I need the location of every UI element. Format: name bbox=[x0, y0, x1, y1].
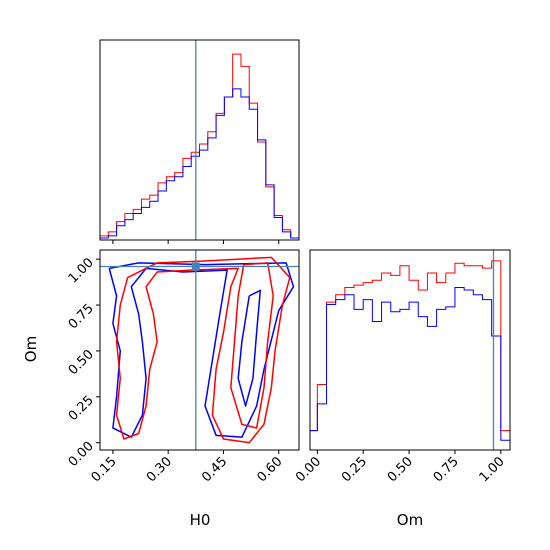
h0-histogram-panel bbox=[99, 39, 300, 244]
contour-blue-0 bbox=[108, 262, 295, 438]
x-axis-label-om: Om bbox=[397, 511, 423, 529]
x-axis-label-h0: H0 bbox=[190, 511, 211, 529]
h0-hist-frame bbox=[99, 39, 300, 241]
om-hist-frame bbox=[309, 249, 511, 451]
truth-marker bbox=[191, 262, 200, 271]
contour-red-1 bbox=[115, 256, 291, 444]
joint-frame bbox=[99, 249, 300, 451]
y-axis-label-om: Om bbox=[22, 336, 40, 362]
joint-contours bbox=[108, 256, 295, 444]
contour-blue-3 bbox=[237, 289, 262, 407]
om-hist-blue bbox=[310, 287, 510, 441]
contour-red-2 bbox=[230, 262, 274, 429]
h0-hist-blue bbox=[99, 88, 300, 240]
